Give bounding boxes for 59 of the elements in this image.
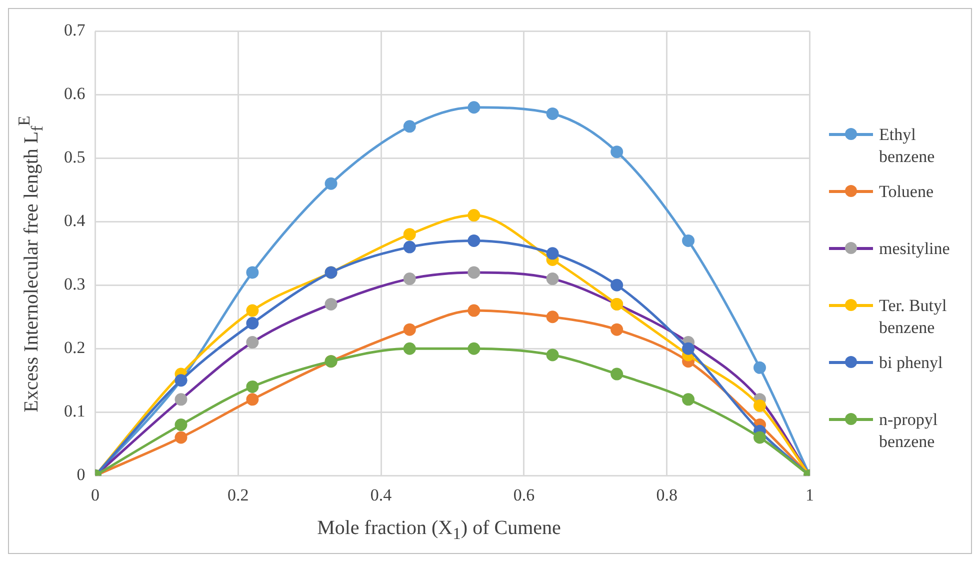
- point: [546, 107, 559, 120]
- legend-label: mesityline: [879, 238, 950, 260]
- point: [468, 209, 480, 222]
- point: [546, 310, 559, 324]
- point: [682, 342, 695, 355]
- point: [403, 120, 416, 133]
- point: [174, 418, 188, 432]
- point: [246, 380, 259, 393]
- point: [468, 101, 480, 114]
- point: [468, 304, 480, 317]
- point: [753, 361, 766, 374]
- point: [468, 234, 480, 247]
- point: [246, 316, 259, 330]
- x-axis-title: Mole fraction (X$_{1}$) of Cumene: [316, 517, 562, 544]
- point: [610, 368, 624, 380]
- x-tick-label: 0.6: [513, 485, 535, 504]
- point: [246, 304, 259, 317]
- point: [682, 234, 695, 247]
- point: [753, 431, 766, 444]
- point: [546, 348, 559, 362]
- x-tick-label: 0.4: [370, 485, 392, 504]
- point: [753, 400, 766, 412]
- legend-label: bi phenyl: [879, 352, 943, 374]
- legend-label: Ter. Butyl benzene: [879, 295, 948, 339]
- x-tick-label: 1: [806, 485, 814, 504]
- point: [546, 247, 559, 260]
- legend-label: Ethyl benzene: [879, 124, 936, 168]
- y-tick-label: 0.6: [64, 84, 86, 104]
- point: [174, 393, 188, 406]
- point: [468, 266, 480, 279]
- point: [246, 336, 259, 349]
- y-tick-label: 0: [76, 465, 86, 484]
- point: [468, 342, 480, 355]
- point: [403, 342, 416, 355]
- x-tick-label: 0.2: [228, 485, 249, 504]
- point: [546, 272, 559, 286]
- point: [610, 278, 624, 292]
- point: [324, 177, 338, 190]
- point: [403, 272, 416, 286]
- point: [324, 298, 338, 310]
- x-tick-label: 0.8: [656, 485, 678, 504]
- point: [403, 228, 416, 241]
- point: [403, 240, 416, 254]
- x-tick-label: 0: [91, 485, 100, 504]
- y-tick-label: 0.5: [64, 148, 86, 167]
- y-tick-label: 0.4: [64, 211, 86, 230]
- point: [610, 146, 624, 158]
- y-tick-label: 0.2: [64, 338, 86, 358]
- y-tick-label: 0.1: [64, 402, 86, 421]
- point: [682, 393, 695, 406]
- legend-label: Toluene: [879, 181, 934, 203]
- point: [246, 266, 259, 279]
- point: [610, 323, 624, 336]
- point: [246, 393, 259, 406]
- y-tick-label: 0.3: [64, 274, 86, 294]
- y-tick-label: 0.7: [64, 20, 86, 40]
- legend-label: n-propyl benzene: [879, 409, 939, 453]
- point: [174, 431, 188, 444]
- point: [403, 323, 416, 336]
